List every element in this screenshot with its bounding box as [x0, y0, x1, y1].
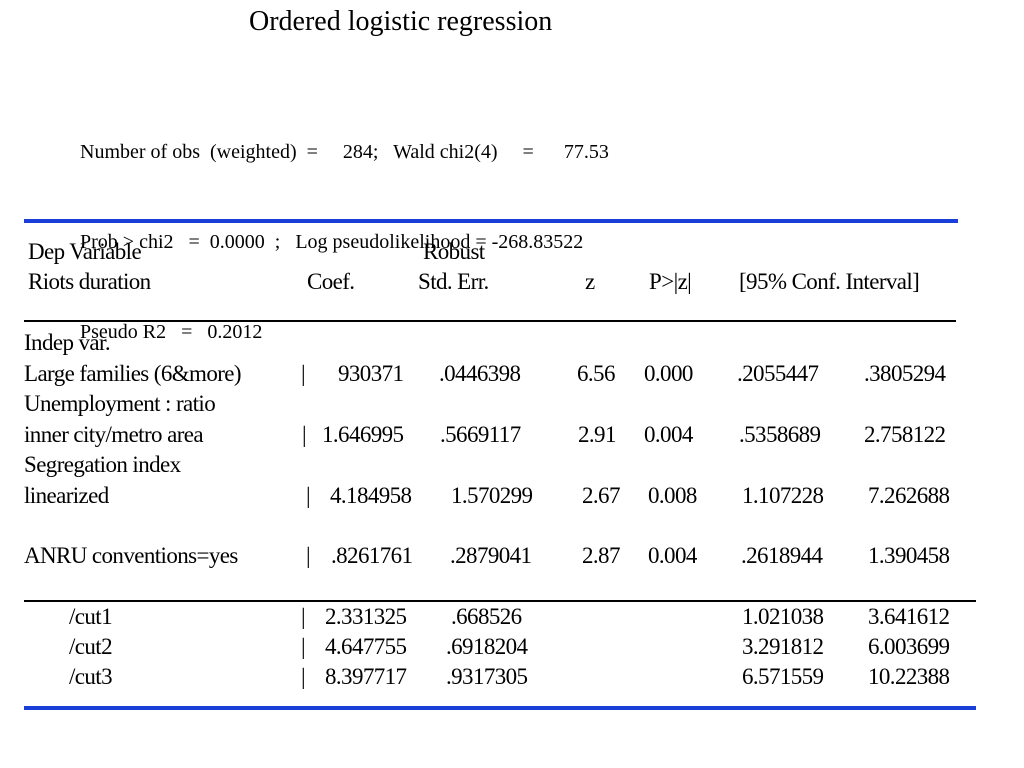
row-std-err: 1.570299	[451, 483, 533, 508]
row-label: Large families (6&more)	[24, 361, 242, 386]
row-separator: |	[301, 634, 306, 659]
row-ci-high: 1.390458	[868, 543, 950, 568]
row-std-err: .2879041	[450, 543, 532, 568]
header-coef: Coef.	[307, 269, 355, 294]
row-label: linearized	[24, 483, 109, 508]
cut-coef: 2.331325	[325, 604, 407, 629]
header-z: z	[585, 269, 595, 294]
model-stats: Number of obs (weighted) = 284; Wald chi…	[80, 77, 609, 377]
row-separator: |	[306, 483, 311, 508]
row-separator: |	[301, 361, 306, 386]
cut-std-err: .9317305	[446, 664, 528, 689]
row-ci-high: .3805294	[864, 361, 946, 386]
row-z: 2.67	[582, 483, 620, 508]
cut-std-err: .668526	[451, 604, 522, 629]
row-ci-high: 7.262688	[868, 483, 950, 508]
row-std-err: .5669117	[440, 422, 521, 447]
page-title: Ordered logistic regression	[249, 6, 553, 37]
cut-std-err: .6918204	[446, 634, 528, 659]
row-ci-low: .2055447	[737, 361, 819, 386]
row-coef: 4.184958	[330, 483, 412, 508]
cut-ci-high: 3.641612	[868, 604, 950, 629]
row-p: 0.004	[644, 422, 693, 447]
row-std-err: .0446398	[439, 361, 521, 386]
row-separator: |	[301, 604, 306, 629]
header-robust: Robust	[423, 239, 485, 264]
stats-line-prob: Prob > chi2 = 0.0000 ; Log pseudolikelih…	[80, 231, 584, 253]
row-ci-low: 1.107228	[742, 483, 824, 508]
header-p: P>|z|	[649, 269, 692, 294]
row-label-prefix: Unemployment : ratio	[24, 391, 216, 416]
cut-ci-high: 6.003699	[868, 634, 950, 659]
row-label: inner city/metro area	[24, 422, 204, 447]
row-label: ANRU conventions=yes	[24, 543, 238, 568]
header-std-err: Std. Err.	[418, 269, 489, 294]
cut-coef: 4.647755	[325, 634, 407, 659]
row-separator: |	[301, 664, 306, 689]
row-z: 2.87	[582, 543, 620, 568]
row-separator: |	[306, 543, 311, 568]
row-label-prefix: Segregation index	[24, 452, 181, 477]
header-dep-variable: Dep Variable	[28, 239, 142, 264]
cut-coef: 8.397717	[325, 664, 407, 689]
row-p: 0.000	[644, 361, 693, 386]
row-ci-low: .2618944	[741, 543, 823, 568]
row-p: 0.004	[648, 543, 697, 568]
cut-label: /cut1	[69, 604, 113, 629]
indep-var-label: Indep var.	[24, 330, 111, 355]
row-separator: |	[302, 422, 307, 447]
cut-ci-low: 3.291812	[742, 634, 824, 659]
header-rule	[24, 320, 956, 322]
header-riots-duration: Riots duration	[28, 269, 151, 294]
cut-ci-low: 1.021038	[742, 604, 824, 629]
cut-ci-high: 10.22388	[868, 664, 950, 689]
header-ci: [95% Conf. Interval]	[739, 269, 920, 294]
row-ci-high: 2.758122	[864, 422, 946, 447]
row-coef: .8261761	[331, 543, 413, 568]
cut-ci-low: 6.571559	[742, 664, 824, 689]
stats-line-r2: Pseudo R2 = 0.2012	[80, 321, 263, 343]
row-z: 6.56	[577, 361, 615, 386]
cuts-rule	[24, 600, 976, 602]
row-ci-low: .5358689	[739, 422, 821, 447]
cut-label: /cut2	[69, 634, 113, 659]
row-coef: 930371	[338, 361, 404, 386]
table-top-rule	[24, 219, 958, 223]
table-bottom-rule	[24, 706, 976, 710]
row-coef: 1.646995	[322, 422, 404, 447]
row-p: 0.008	[648, 483, 697, 508]
stats-line-obs: Number of obs (weighted) = 284; Wald chi…	[80, 141, 609, 163]
row-z: 2.91	[578, 422, 616, 447]
cut-label: /cut3	[69, 664, 113, 689]
